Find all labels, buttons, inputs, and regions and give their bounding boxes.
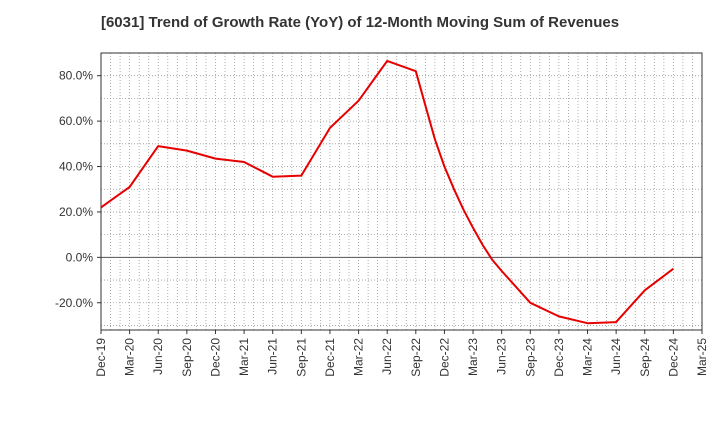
x-tick-label: Dec-24: [666, 338, 680, 377]
series-line: [100, 59, 675, 325]
x-tick-label: Sep-20: [180, 338, 194, 377]
x-tick-label: Jun-21: [266, 338, 280, 375]
x-tick-label: Jun-20: [151, 338, 165, 375]
y-tick-label: 60.0%: [59, 114, 93, 128]
y-tick-label: 20.0%: [59, 205, 93, 219]
y-tick-label: -20.0%: [55, 296, 93, 310]
x-tick-label: Dec-20: [208, 338, 222, 377]
plot-area: [101, 53, 702, 330]
x-tick-label: Sep-24: [638, 338, 652, 377]
x-tick-label: Dec-23: [552, 338, 566, 377]
x-tick-label: Mar-25: [695, 338, 709, 376]
chart-title: [6031] Trend of Growth Rate (YoY) of 12-…: [100, 14, 620, 31]
x-tick-label: Sep-23: [523, 338, 537, 377]
x-tick-label: Jun-24: [609, 338, 623, 375]
plot-border: [100, 52, 703, 331]
x-tick-label: Mar-20: [123, 338, 137, 376]
y-tick-label: 40.0%: [59, 160, 93, 174]
x-tick-label: Mar-22: [352, 338, 366, 376]
x-tick-label: Jun-22: [380, 338, 394, 375]
x-tick-label: Mar-23: [466, 338, 480, 376]
y-tick-label: 0.0%: [66, 250, 94, 264]
x-tick-label: Sep-21: [294, 338, 308, 377]
x-tick-label: Mar-21: [237, 338, 251, 376]
x-tick-label: Dec-22: [437, 338, 451, 377]
x-tick-label: Sep-22: [409, 338, 423, 377]
y-tick-label: 80.0%: [59, 69, 93, 83]
x-tick-label: Jun-23: [495, 338, 509, 375]
x-tick-label: Dec-19: [94, 338, 108, 377]
x-tick-label: Dec-21: [323, 338, 337, 377]
x-tick-label: Mar-24: [581, 338, 595, 376]
